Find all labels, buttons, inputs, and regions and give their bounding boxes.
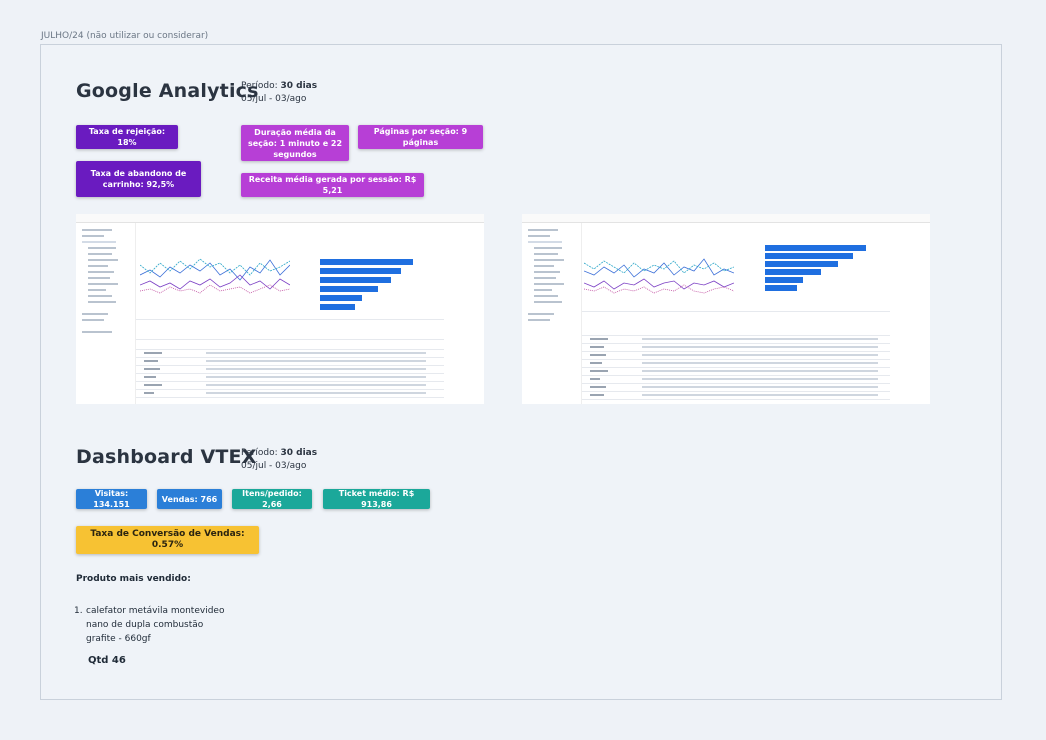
revenue-per-session-card: Receita média gerada por sessão: R$ 5,21 <box>241 173 424 197</box>
browser-toolbar <box>522 214 930 223</box>
avg-ticket-card: Ticket médio: R$ 913,86 <box>323 489 430 509</box>
vtex-title: Dashboard VTEX <box>76 446 257 468</box>
items-per-order-card: Itens/pedido: 2,66 <box>232 489 312 509</box>
best-seller-title: Produto mais vendido: <box>76 574 191 584</box>
pages-per-session-card: Páginas por seção: 9 páginas <box>358 125 483 149</box>
report-sidebar <box>522 223 582 404</box>
chart-bar <box>320 286 378 292</box>
bounce-rate-card: Taxa de rejeição: 18% <box>76 125 178 149</box>
ga-title: Google Analytics <box>76 80 259 102</box>
ga-period-range: 05/jul - 03/ago <box>241 94 307 104</box>
line-chart <box>140 258 290 294</box>
chart-bar <box>320 259 413 265</box>
vtex-period-label: Período: <box>241 448 278 458</box>
chart-bar <box>765 253 853 259</box>
chart-bar <box>765 245 866 251</box>
chart-bar <box>765 277 803 283</box>
ga-period: Período: 30 dias 05/jul - 03/ago <box>241 80 317 106</box>
browser-toolbar <box>76 214 484 223</box>
chart-bar <box>320 304 355 310</box>
best-seller-list: 1. calefator metávila montevideo nano de… <box>74 604 234 646</box>
visits-card: Visitas: 134.151 <box>76 489 147 509</box>
chart-bar <box>765 285 797 291</box>
conversion-rate-card: Taxa de Conversão de Vendas: 0.57% <box>76 526 259 554</box>
report-frame: Google Analytics Período: 30 dias 05/jul… <box>40 44 1002 700</box>
ga-report-screenshot-2 <box>522 214 930 404</box>
vtex-period: Período: 30 dias 05/jul - 03/ago <box>241 447 317 473</box>
frame-label: JULHO/24 (não utilizar ou considerar) <box>41 31 209 41</box>
avg-duration-card: Duração média da seção: 1 minuto e 22 se… <box>241 125 349 161</box>
report-sidebar <box>76 223 136 404</box>
vtex-period-value: 30 dias <box>280 448 318 458</box>
list-index: 1. <box>74 606 83 616</box>
best-seller-qty: Qtd 46 <box>88 655 126 666</box>
chart-bar <box>765 269 821 275</box>
chart-bar <box>320 277 391 283</box>
best-seller-name: calefator metávila montevideo nano de du… <box>86 606 225 644</box>
vtex-period-range: 05/jul - 03/ago <box>241 461 307 471</box>
chart-bar <box>320 295 362 301</box>
ga-report-screenshot-1 <box>76 214 484 404</box>
ga-period-label: Período: <box>241 81 278 91</box>
line-chart <box>584 258 734 294</box>
chart-bar <box>320 268 401 274</box>
cart-abandon-card: Taxa de abandono de carrinho: 92,5% <box>76 161 201 197</box>
sales-card: Vendas: 766 <box>157 489 222 509</box>
chart-bar <box>765 261 838 267</box>
ga-period-value: 30 dias <box>280 81 318 91</box>
